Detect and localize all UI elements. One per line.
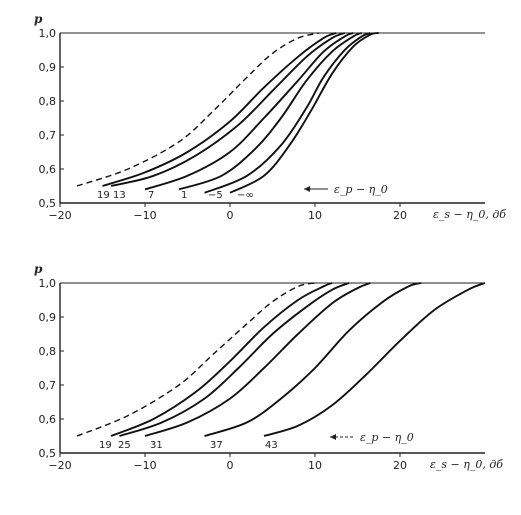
- curve-label-−∞: −∞: [237, 190, 254, 201]
- y-tick-label: 0,7: [39, 379, 57, 392]
- x-tick-label: −10: [133, 209, 156, 222]
- y-tick-label: 0,6: [39, 413, 57, 426]
- series-line-37: [204, 282, 422, 437]
- series-line-13: [110, 32, 346, 187]
- curve-label-25: 25: [118, 440, 131, 451]
- x-tick-label: 0: [227, 209, 234, 222]
- curve-label-37: 37: [210, 440, 223, 451]
- series-line-19: [110, 282, 333, 437]
- y-axis-title: p: [34, 262, 43, 276]
- curve-label-13: 13: [113, 190, 126, 201]
- curve-label-19: 19: [97, 190, 110, 201]
- x-tick-label: −20: [48, 209, 71, 222]
- series-line-19: [102, 32, 337, 187]
- curve-label-1: 1: [181, 190, 187, 201]
- curve-label-43: 43: [265, 440, 278, 451]
- series-line-dashed: [76, 282, 316, 437]
- x-tick-label: 10: [308, 209, 322, 222]
- legend-arrow-head: [330, 434, 336, 440]
- legend-text: ε_p − η_0: [360, 431, 414, 444]
- series-line-dashed: [76, 32, 320, 187]
- curve-label-31: 31: [150, 440, 163, 451]
- x-axis-title: ε_s − η_0, дб: [430, 458, 503, 471]
- curve-label-−5: −5: [208, 190, 223, 201]
- y-tick-label: 0,5: [39, 197, 57, 210]
- legend-text: ε_p − η_0: [334, 183, 388, 196]
- x-tick-label: −10: [133, 459, 156, 472]
- series-line-−∞: [229, 32, 379, 194]
- series-line-25: [119, 282, 350, 437]
- series-line-1: [178, 32, 363, 191]
- series-line-31: [144, 282, 371, 437]
- y-tick-label: 1,0: [39, 27, 57, 40]
- y-tick-label: 0,9: [39, 311, 57, 324]
- x-tick-label: 20: [393, 209, 407, 222]
- curve-label-19: 19: [99, 440, 112, 451]
- chart-panel-2: 0,5 0,6 0,7 0,8 0,9 1,0 −20 −10 0 10 20 p ε_s − η_0,…: [34, 262, 503, 472]
- series-line-−5: [204, 32, 371, 194]
- y-tick-label: 1,0: [39, 277, 57, 290]
- x-tick-label: 20: [393, 459, 407, 472]
- x-tick-label: −20: [48, 459, 71, 472]
- series-line-43: [263, 282, 486, 437]
- y-tick-label: 0,7: [39, 129, 57, 142]
- y-tick-label: 0,5: [39, 447, 57, 460]
- x-tick-label: 0: [227, 459, 234, 472]
- y-tick-label: 0,8: [39, 95, 57, 108]
- y-tick-label: 0,6: [39, 163, 57, 176]
- y-tick-label: 0,8: [39, 345, 57, 358]
- y-axis-title: p: [34, 12, 43, 26]
- chart-panel-1: 0,5 0,6 0,7 0,8 0,9 1,0 −20 −10 0 10 20 p ε_s − η_0,…: [34, 12, 506, 222]
- y-tick-label: 0,9: [39, 61, 57, 74]
- x-axis-title: ε_s − η_0, дб: [433, 208, 506, 221]
- x-tick-label: 10: [308, 459, 322, 472]
- curve-label-7: 7: [148, 190, 154, 201]
- legend-arrow-head: [304, 186, 310, 192]
- series-line-7: [144, 32, 354, 191]
